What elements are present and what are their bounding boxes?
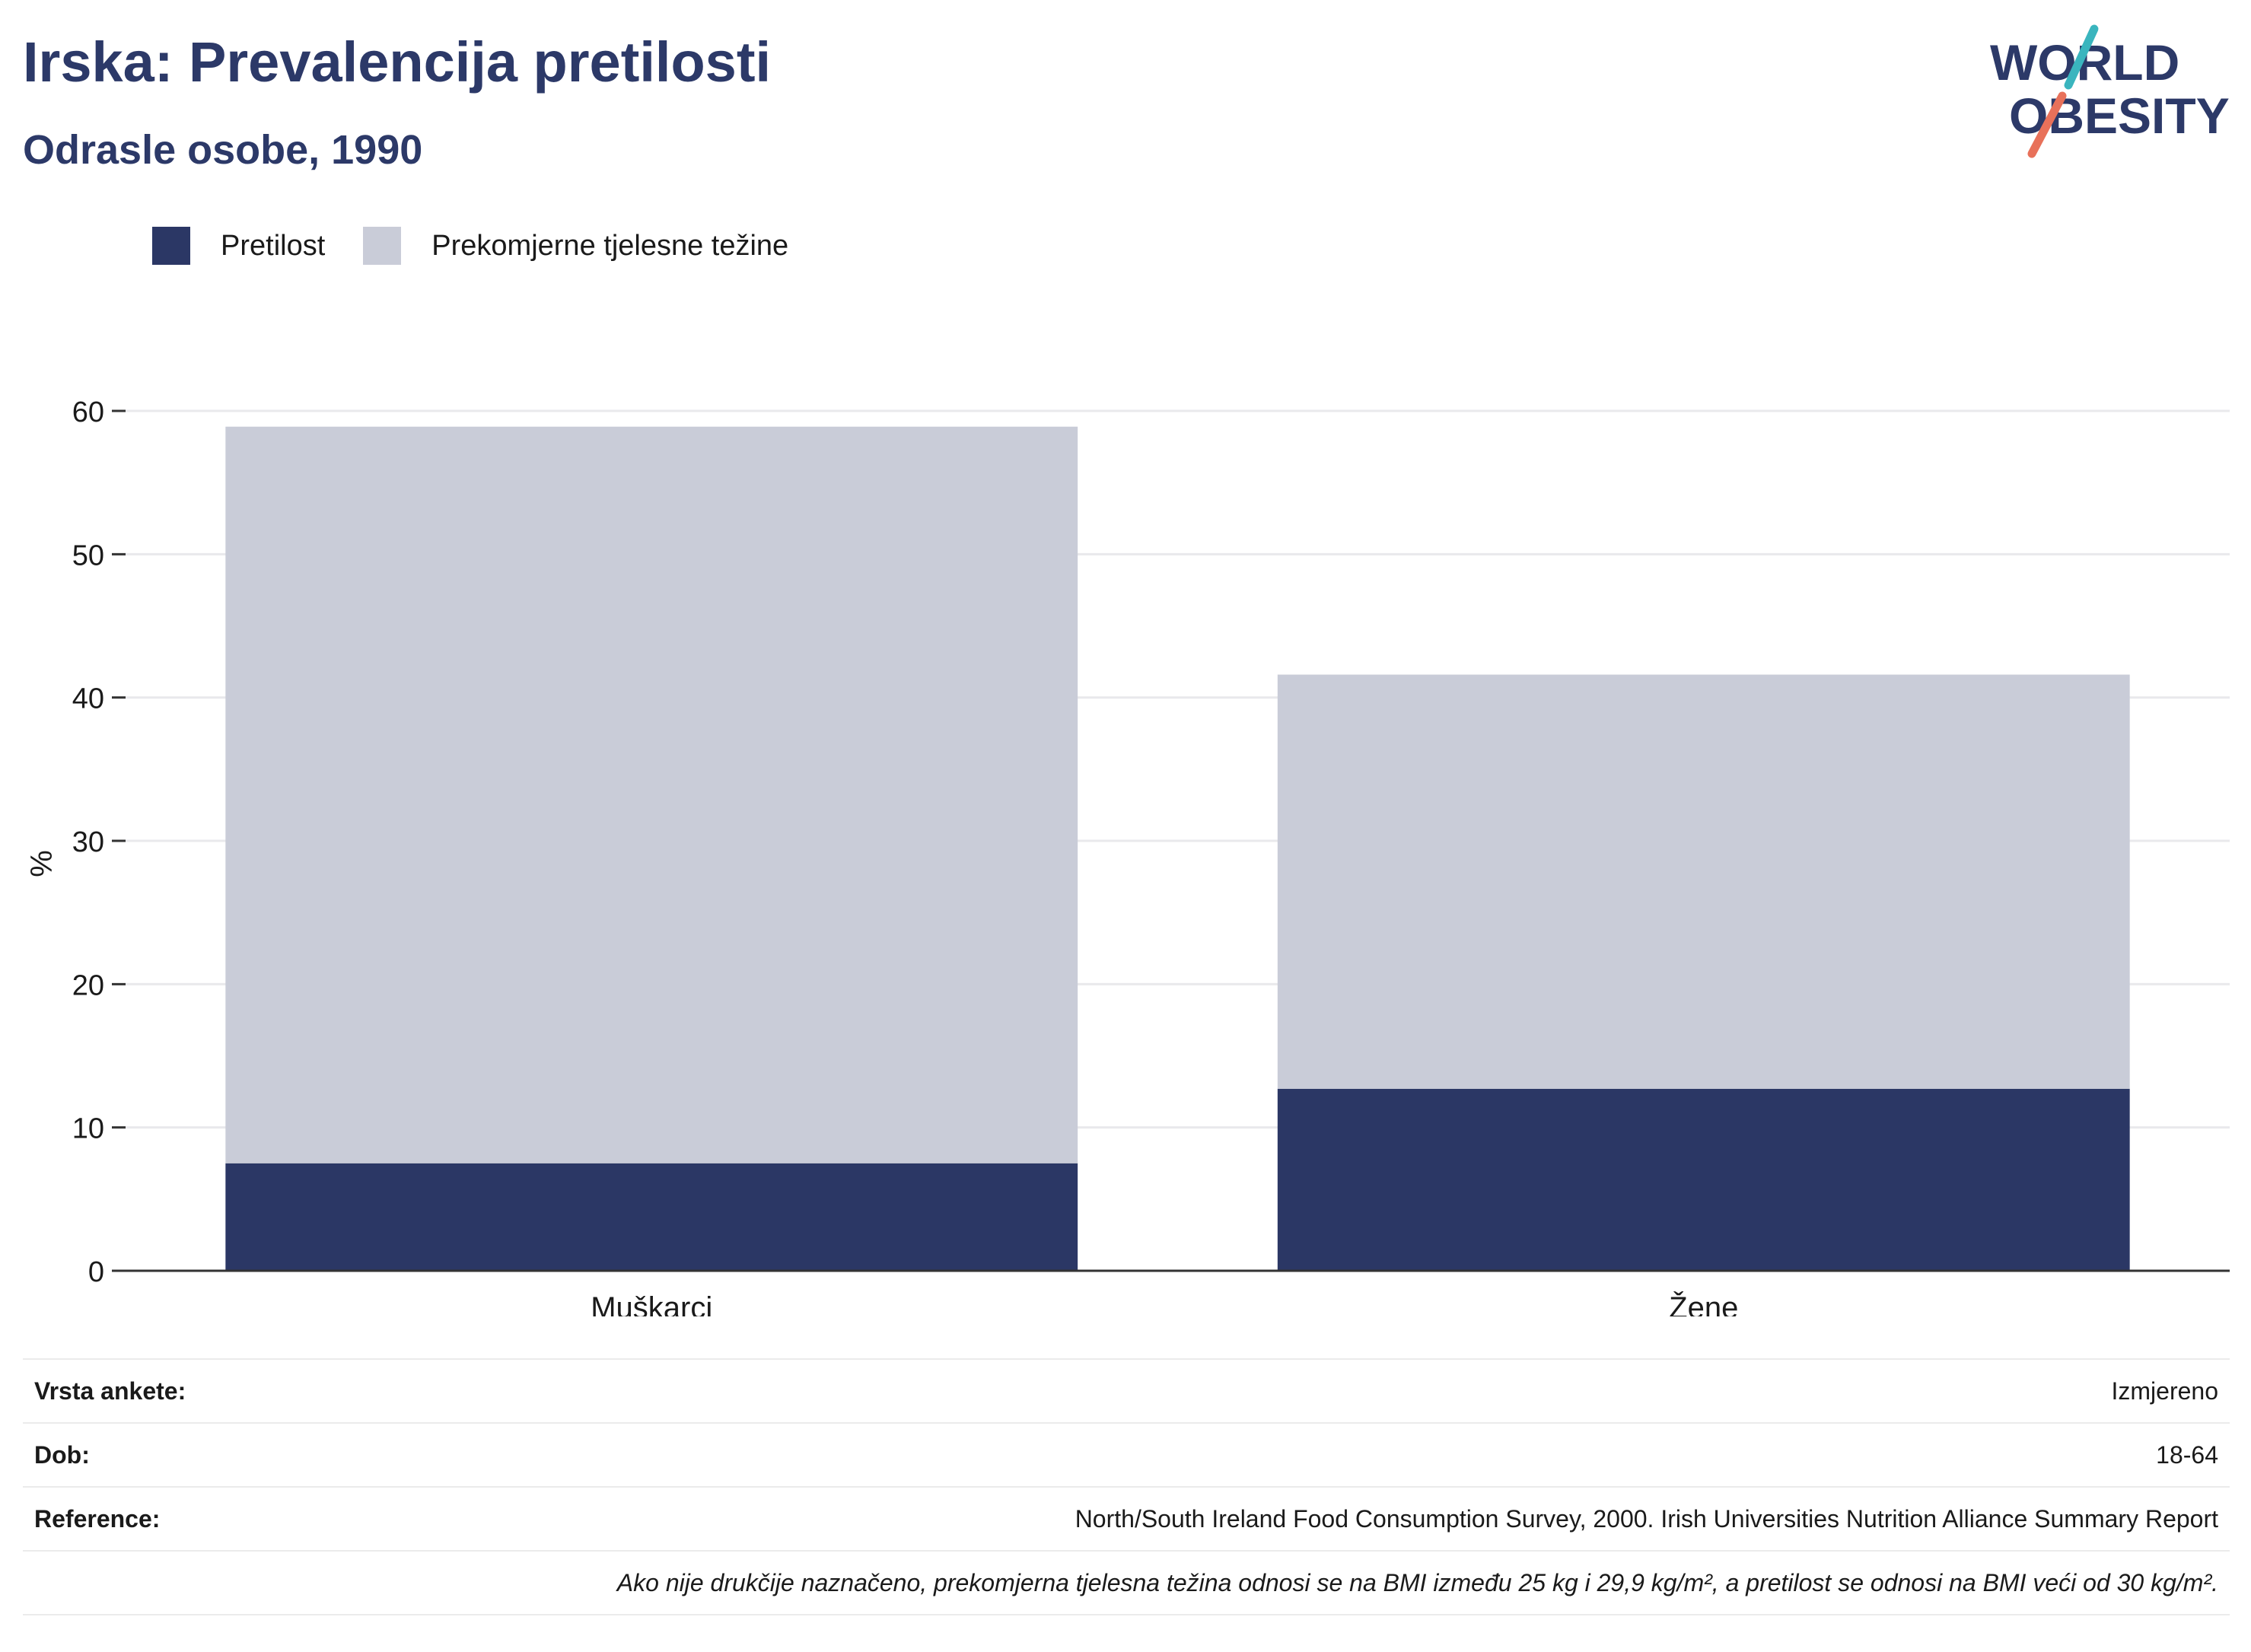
chart-axes: 0 10 20 30 40 50 60 Muškarci Žene: [72, 396, 2230, 1316]
info-row-survey-type: Vrsta ankete: Izmjereno: [23, 1358, 2230, 1423]
legend-swatch-overweight: [363, 227, 402, 265]
y-tick-label: 50: [72, 540, 104, 571]
legend-label-obesity: Pretilost: [221, 229, 326, 262]
info-row-age: Dob: 18-64: [23, 1422, 2230, 1487]
y-tick-label: 10: [72, 1113, 104, 1145]
y-axis-label: %: [25, 850, 59, 877]
bar-obesity-1[interactable]: [1277, 1088, 2130, 1271]
y-tick-label: 60: [72, 396, 104, 428]
reference-label: Reference:: [23, 1486, 310, 1551]
age-value: 18-64: [310, 1422, 2230, 1487]
y-tick-label: 0: [88, 1256, 104, 1288]
survey-info-table: Vrsta ankete: Izmjereno Dob: 18-64 Refer…: [23, 1358, 2230, 1615]
chart-subtitle: Odrasle osobe, 1990: [23, 127, 423, 173]
y-tick-label: 30: [72, 826, 104, 858]
y-tick-label: 20: [72, 969, 104, 1001]
logo-slash-top: [2064, 24, 2099, 90]
bar-obesity-0[interactable]: [225, 1163, 1078, 1271]
y-tick-label: 40: [72, 683, 104, 715]
chart-title: Irska: Prevalencija pretilosti: [23, 30, 772, 94]
legend-item-overweight[interactable]: Prekomjerne tjelesne težine: [363, 227, 788, 265]
survey-type-label: Vrsta ankete:: [23, 1358, 310, 1423]
world-obesity-logo: WORLD OBESITY: [1990, 24, 2230, 158]
legend-item-obesity[interactable]: Pretilost: [152, 227, 325, 265]
info-row-reference: Reference: North/South Ireland Food Cons…: [23, 1486, 2230, 1551]
age-label: Dob:: [23, 1422, 310, 1487]
reference-value: North/South Ireland Food Consumption Sur…: [310, 1486, 2230, 1551]
chart-legend: Pretilost Prekomjerne tjelesne težine: [152, 225, 826, 266]
legend-swatch-obesity: [152, 227, 190, 265]
bar-overweight-1[interactable]: [1277, 674, 2130, 1089]
logo-slash-bottom: [2027, 91, 2067, 158]
info-row-note: Ako nije drukčije naznačeno, prekomjerna…: [23, 1550, 2230, 1615]
bmi-definition-note: Ako nije drukčije naznačeno, prekomjerna…: [23, 1550, 2230, 1615]
bar-overweight-0[interactable]: [225, 426, 1078, 1163]
x-tick-label: Muškarci: [591, 1291, 712, 1316]
bar-chart: 0 10 20 30 40 50 60 Muškarci Žene %: [25, 396, 2230, 1316]
legend-label-overweight: Prekomjerne tjelesne težine: [431, 229, 789, 262]
survey-type-value: Izmjereno: [310, 1358, 2230, 1423]
chart-bars: [225, 426, 2130, 1271]
x-tick-label: Žene: [1669, 1291, 1738, 1316]
